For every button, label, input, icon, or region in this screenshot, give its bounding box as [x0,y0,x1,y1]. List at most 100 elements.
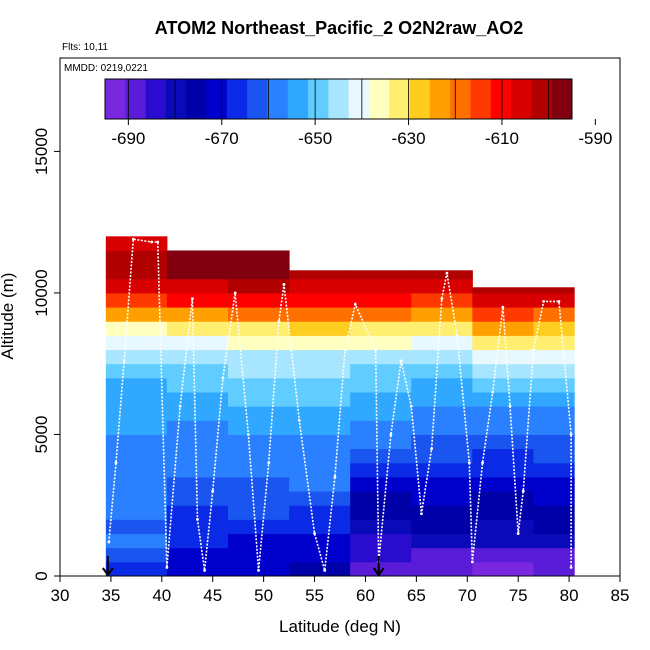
colorbar-swatch [206,79,228,119]
heatmap-cell [533,505,575,520]
heatmap-cell [472,519,534,535]
track-point [521,489,525,493]
track-point [178,404,182,408]
heatmap-cell [350,448,412,464]
heatmap-cell [411,349,473,365]
heatmap-cell [472,491,534,506]
heatmap-cell [166,420,229,435]
heatmap-cell [411,377,473,393]
heatmap-cell [472,462,534,478]
track-point [277,319,281,323]
heatmap-cell [289,476,351,492]
heatmap-cell [350,363,412,379]
heatmap-cell [289,377,351,393]
heatmap-cell [105,476,168,492]
x-tick-label: 55 [305,586,324,605]
heatmap-cell [350,476,412,492]
flight-track [107,237,573,572]
track-point [389,433,393,436]
arrow-head [372,567,385,577]
heatmap-cell [411,448,473,464]
heatmap-cell [228,519,290,535]
heatmap-cell [411,420,473,435]
flight-track-line [108,238,572,571]
track-point [516,532,520,535]
heatmap-cell [533,321,575,336]
track-point [508,404,512,408]
heatmap-cell [350,377,412,393]
track-point [445,271,449,275]
colorbar-swatch [429,79,451,119]
heatmap-cell [533,349,575,365]
colorbar-swatch [328,79,350,119]
arrow-start [102,556,114,577]
heatmap-cell [166,377,229,393]
track-point [114,461,118,465]
track-point [165,566,169,569]
heatmap-cell [533,476,575,492]
colorbar-swatch [125,79,147,119]
track-point [233,291,237,295]
track-point [190,297,194,301]
colorbar-swatch [267,79,289,119]
heatmap-cell [228,250,290,266]
heatmap-cell [228,321,290,336]
heatmap-cell [350,349,412,365]
x-tick-label: 70 [458,586,477,605]
heatmap-cell [166,462,229,478]
heatmap-cell [105,406,168,421]
colorbar-tick-label: -590 [578,129,612,148]
heatmap-cell [289,335,351,351]
heatmap-cell [411,392,473,407]
x-tick-label: 60 [356,586,375,605]
heatmap-cell [533,392,575,407]
colorbar-swatch [511,79,532,119]
heatmap-cell [105,349,168,365]
arrow-markers [102,556,385,577]
heatmap-cell [289,292,351,308]
heatmap-cell [533,363,575,379]
heatmap-cell [166,349,229,365]
track-point [481,461,484,465]
chart-title: ATOM2 Northeast_Pacific_2 O2N2raw_AO2 [155,18,523,38]
colorbar-swatch [470,79,492,119]
heatmap-cell [228,476,290,492]
heatmap-cell [228,363,290,379]
heatmap-cell [289,448,351,464]
heatmap-cell [289,519,351,535]
track-point [440,297,444,301]
heatmap-cell [289,533,351,549]
colorbar-swatch [165,79,187,119]
y-tick-label: 5000 [32,416,51,454]
heatmap-cell [166,547,229,563]
heatmap-cell [105,278,168,294]
track-point [156,240,160,244]
heatmap-cell [411,519,473,535]
heatmap-cell [105,561,168,577]
track-point [267,461,271,465]
track-point [430,447,434,451]
track-point [282,283,286,286]
heatmap-cell [228,406,290,421]
flights-label: Flts: 10,11 [62,42,108,53]
heatmap-cell [228,335,290,351]
heatmap-cell [166,264,229,280]
track-point [257,568,260,572]
heatmap-cell [289,561,351,577]
heatmap-cell [411,321,473,336]
heatmap-cell [350,392,412,407]
heatmap-cell [228,349,290,365]
colorbar-swatch [186,79,208,119]
track-point [532,348,535,351]
colorbar-frame [104,78,573,120]
heatmap-cell [166,476,229,492]
track-point [211,489,215,493]
heatmap-cell [228,377,290,393]
heatmap-cell [533,491,575,506]
heatmap-cell [289,270,351,280]
track-point [501,305,505,309]
track-point [455,333,459,337]
heatmap-cell [350,278,412,294]
heatmap-cell [533,292,575,308]
track-point [343,348,347,351]
